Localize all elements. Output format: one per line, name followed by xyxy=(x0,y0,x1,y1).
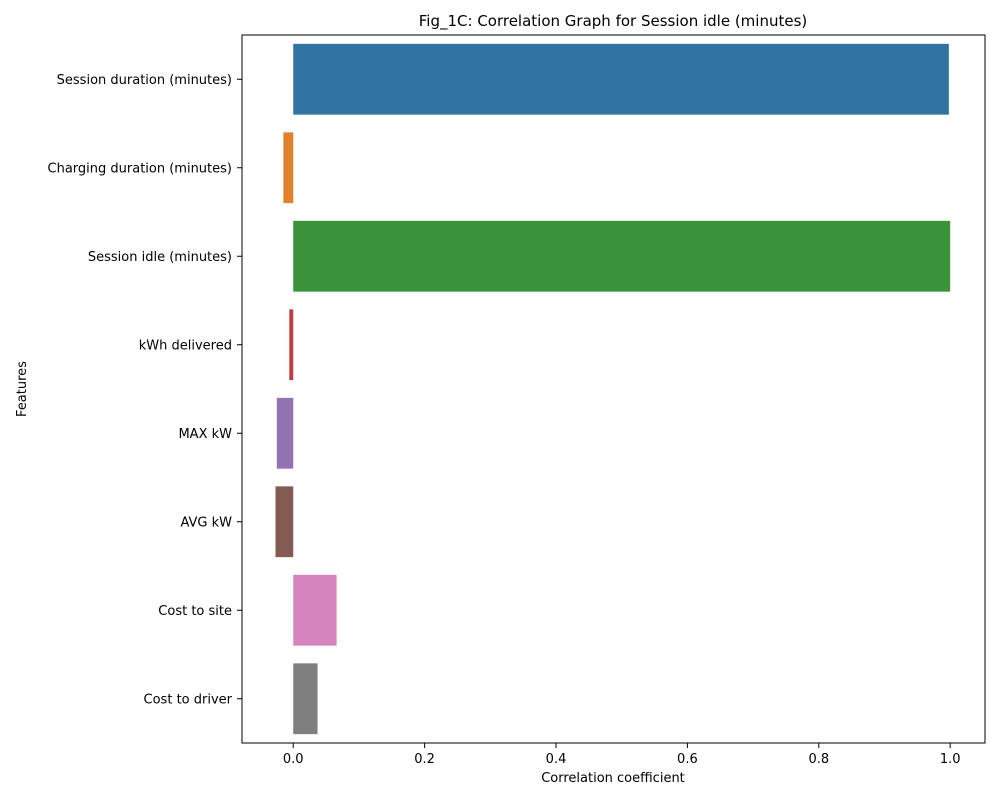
plot-frame xyxy=(241,34,986,744)
x-tick-label: 0.4 xyxy=(546,752,567,767)
bar-session-duration-minutes xyxy=(293,43,949,115)
x-tick-label: 0.8 xyxy=(808,752,829,767)
y-axis: Session duration (minutes) Charging durat… xyxy=(48,73,242,707)
chart-title: Fig_1C: Correlation Graph for Session id… xyxy=(419,12,808,31)
y-tick-label: Session idle (minutes) xyxy=(88,250,232,265)
bar-avg-kw xyxy=(275,486,294,558)
y-tick-label: Cost to site xyxy=(158,604,232,619)
y-tick-label: kWh delivered xyxy=(139,338,232,353)
x-tick-label: 0.6 xyxy=(677,752,698,767)
bar-max-kw xyxy=(276,397,294,469)
y-axis-label: Features xyxy=(15,361,30,417)
x-tick-label: 0.2 xyxy=(414,752,435,767)
y-tick-label: Session duration (minutes) xyxy=(57,73,232,88)
y-tick-label: Charging duration (minutes) xyxy=(48,161,233,176)
bar-cost-to-driver xyxy=(293,663,318,735)
bar-charging-duration-minutes xyxy=(283,132,294,204)
y-tick-label: Cost to driver xyxy=(144,692,233,707)
bar-cost-to-site xyxy=(293,574,337,646)
y-tick-label: AVG kW xyxy=(180,515,232,530)
bars-layer xyxy=(275,43,951,735)
x-tick-label: 1.0 xyxy=(940,752,961,767)
y-tick-label: MAX kW xyxy=(178,427,232,442)
x-tick-label: 0.0 xyxy=(283,752,304,767)
x-axis: 0.0 0.2 0.4 0.6 0.8 1.0 xyxy=(283,743,961,767)
x-axis-label: Correlation coefficient xyxy=(541,771,685,786)
bar-kwh-delivered xyxy=(289,309,294,381)
bar-session-idle-minutes xyxy=(293,220,951,292)
